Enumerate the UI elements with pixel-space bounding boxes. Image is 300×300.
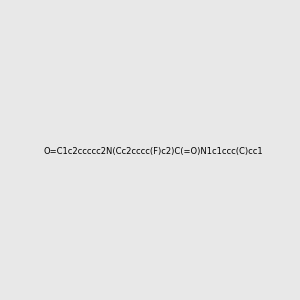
Text: O=C1c2ccccc2N(Cc2cccc(F)c2)C(=O)N1c1ccc(C)cc1: O=C1c2ccccc2N(Cc2cccc(F)c2)C(=O)N1c1ccc(… xyxy=(44,147,264,156)
